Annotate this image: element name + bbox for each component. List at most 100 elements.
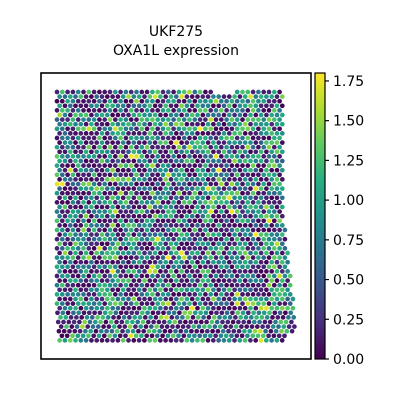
- expression-spot: [67, 259, 73, 265]
- expression-spot: [158, 158, 163, 164]
- expression-spot: [150, 282, 155, 288]
- expression-spot: [139, 108, 145, 113]
- expression-spot: [146, 328, 152, 334]
- expression-spot: [229, 301, 235, 306]
- expression-spot: [226, 338, 232, 343]
- expression-spot: [203, 218, 208, 224]
- expression-spot: [274, 287, 280, 293]
- expression-spot: [179, 305, 184, 311]
- expression-spot: [115, 121, 121, 127]
- expression-spot: [277, 135, 282, 141]
- expression-spot: [95, 315, 100, 320]
- expression-spot: [195, 186, 200, 191]
- expression-spot: [245, 255, 251, 260]
- expression-spot: [153, 315, 159, 320]
- expression-spot: [111, 324, 117, 329]
- expression-spot: [192, 301, 198, 306]
- expression-spot: [203, 144, 208, 150]
- expression-spot: [187, 98, 192, 104]
- expression-spot: [102, 108, 108, 113]
- expression-spot: [136, 204, 142, 210]
- expression-spot: [208, 154, 214, 159]
- expression-spot: [78, 149, 84, 155]
- expression-spot: [213, 200, 219, 205]
- expression-spot: [205, 259, 211, 265]
- expression-spot: [242, 269, 248, 274]
- expression-spot: [104, 287, 110, 293]
- expression-spot: [109, 328, 115, 334]
- expression-spot: [70, 333, 75, 339]
- expression-spot: [78, 232, 84, 237]
- expression-spot: [245, 144, 251, 150]
- expression-spot: [120, 305, 126, 311]
- expression-spot: [120, 177, 126, 182]
- expression-spot: [123, 89, 129, 95]
- expression-spot: [214, 310, 219, 316]
- expression-spot: [158, 121, 163, 127]
- expression-spot: [240, 218, 245, 224]
- expression-spot: [115, 338, 121, 343]
- expression-spot: [181, 200, 187, 205]
- expression-spot: [238, 315, 244, 320]
- expression-spot: [136, 121, 142, 127]
- expression-spot: [179, 149, 184, 155]
- expression-spot: [264, 269, 269, 274]
- expression-spot: [89, 259, 94, 265]
- expression-spot: [234, 108, 240, 113]
- expression-spot: [94, 204, 100, 210]
- expression-spot: [248, 338, 253, 343]
- expression-spot: [277, 310, 283, 316]
- expression-spot: [200, 121, 206, 127]
- expression-spot: [179, 338, 184, 343]
- expression-spot: [70, 292, 76, 297]
- expression-spot: [240, 144, 245, 150]
- expression-spot: [86, 108, 92, 113]
- expression-spot: [160, 154, 166, 159]
- expression-spot: [184, 131, 190, 136]
- expression-spot: [136, 131, 142, 136]
- expression-spot: [200, 140, 206, 145]
- expression-spot: [59, 227, 65, 233]
- expression-spot: [89, 250, 94, 256]
- expression-spot: [73, 204, 78, 210]
- expression-spot: [240, 255, 245, 260]
- expression-spot: [171, 190, 176, 196]
- expression-spot: [72, 328, 78, 334]
- expression-spot: [163, 278, 169, 283]
- expression-spot: [157, 338, 163, 343]
- expression-spot: [57, 213, 62, 219]
- expression-spot: [254, 324, 260, 329]
- expression-spot: [110, 232, 115, 237]
- expression-spot: [144, 89, 150, 95]
- expression-spot: [134, 117, 139, 122]
- expression-spot: [269, 112, 275, 118]
- expression-spot: [205, 296, 211, 302]
- expression-spot: [71, 310, 76, 316]
- expression-spot: [257, 319, 262, 325]
- expression-spot: [216, 338, 221, 343]
- expression-spot: [269, 186, 275, 191]
- expression-spot: [131, 186, 137, 191]
- expression-spot: [131, 223, 137, 228]
- expression-spot: [211, 131, 216, 136]
- expression-spot: [251, 310, 256, 316]
- expression-spot: [229, 154, 235, 159]
- expression-spot: [128, 301, 134, 306]
- expression-spot: [83, 338, 89, 343]
- expression-spot: [237, 140, 243, 145]
- expression-spot: [171, 273, 176, 279]
- expression-spot: [256, 190, 261, 196]
- expression-spot: [224, 246, 229, 251]
- expression-spot: [200, 269, 206, 274]
- expression-spot: [224, 154, 229, 159]
- expression-spot: [279, 250, 285, 256]
- expression-spot: [142, 149, 147, 155]
- expression-spot: [256, 108, 261, 113]
- expression-spot: [203, 89, 208, 95]
- expression-spot: [139, 135, 145, 141]
- expression-spot: [160, 282, 166, 288]
- expression-spot: [80, 333, 86, 339]
- expression-spot: [176, 163, 182, 168]
- expression-spot: [91, 98, 97, 104]
- expression-spot: [107, 246, 113, 251]
